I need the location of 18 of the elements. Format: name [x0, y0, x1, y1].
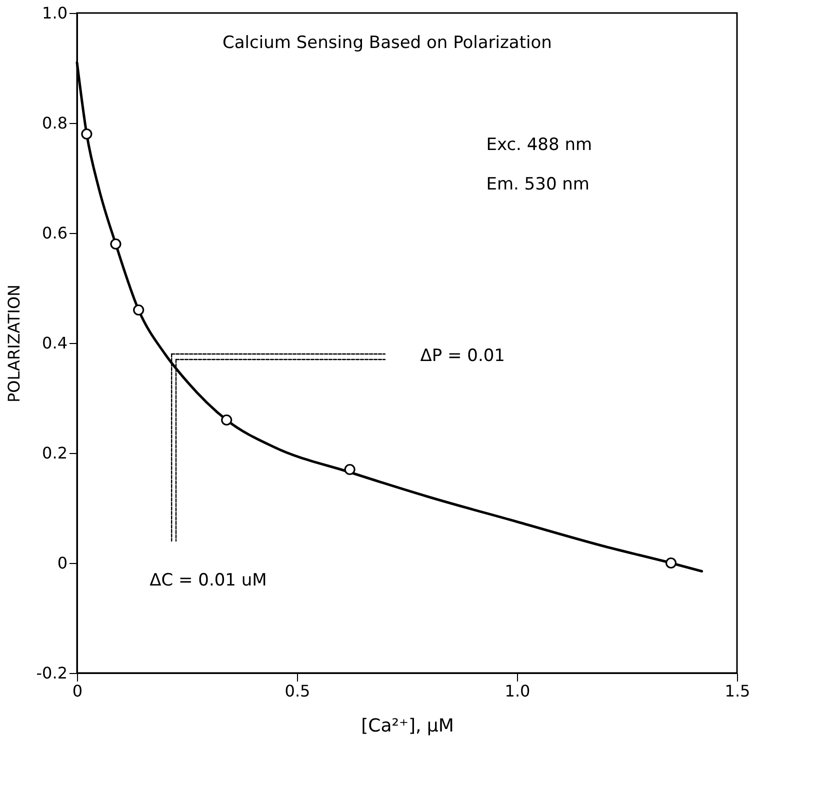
y-tick-label: 0: [57, 554, 68, 572]
annotation: Em. 530 nm: [486, 174, 590, 195]
x-tick-label: 0: [72, 682, 83, 700]
x-tick-label: 1.5: [724, 682, 750, 700]
y-tick-label: 0.6: [42, 224, 68, 242]
x-axis-title: [Ca²⁺], μM: [361, 716, 454, 736]
annotation: ΔC = 0.01 uM: [150, 570, 267, 591]
y-tick-label: 1.0: [42, 4, 68, 22]
annotation: ΔP = 0.01: [420, 346, 505, 366]
y-tick-label: 0.2: [42, 444, 68, 462]
annotation: Exc. 488 nm: [486, 135, 592, 155]
y-tick-label: 0.8: [42, 114, 68, 132]
x-tick-label: 1.0: [504, 682, 530, 700]
x-tick-label: 0.5: [284, 682, 310, 700]
y-tick-label: -0.2: [36, 664, 68, 682]
y-axis-title: POLARIZATION: [4, 284, 24, 403]
y-tick-label: 0.4: [42, 334, 68, 352]
text: Calcium Sensing Based on Polarization: [222, 33, 552, 53]
